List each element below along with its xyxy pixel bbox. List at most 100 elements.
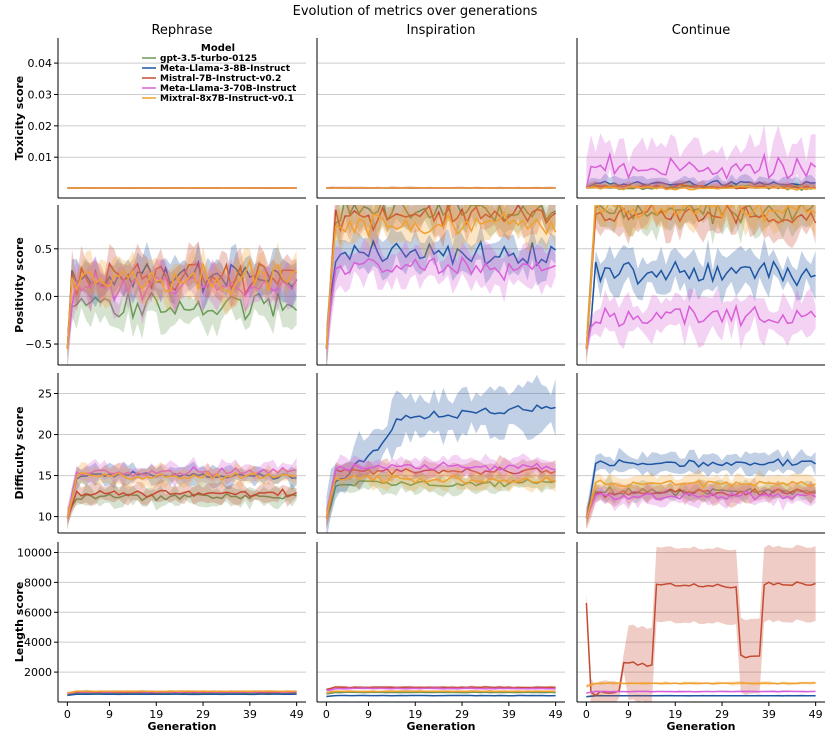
panel-difficulty-rephrase: 10 15 20 25 — [38, 373, 306, 534]
band-Meta-Llama-3-8B-Instruct — [586, 237, 816, 359]
line-gpt-3.5-turbo-0125 — [66, 492, 297, 519]
ytick-label: 15 — [38, 470, 52, 483]
line-gpt-3.5-turbo-0125 — [326, 691, 556, 695]
line-Mixtral-8x7B-Instruct-v0.1 — [326, 690, 556, 694]
xtick-label: 19 — [149, 708, 163, 721]
line-Meta-Llama-3-70B-Instruct — [585, 303, 817, 349]
line-gpt-3.5-turbo-0125 — [585, 205, 814, 349]
line-gpt-3.5-turbo-0125 — [66, 291, 298, 349]
line-Mixtral-8x7B-Instruct-v0.1 — [585, 205, 816, 349]
panel-positivity-inspiration — [316, 205, 565, 366]
band-Mistral-7B-Instruct-v0.2 — [326, 455, 556, 528]
line-Mistral-7B-Instruct-v0.2 — [585, 487, 816, 519]
line-Mistral-7B-Instruct-v0.2 — [585, 581, 816, 697]
band-Mistral-7B-Instruct-v0.2 — [67, 478, 297, 525]
panel-toxicity-rephrase: 0.01 0.02 0.03 0.04 Rephrase — [28, 23, 306, 199]
line-Mistral-7B-Instruct-v0.2 — [325, 205, 557, 349]
line-Meta-Llama-3-70B-Instruct — [585, 490, 816, 519]
line-Meta-Llama-3-70B-Instruct — [586, 690, 816, 694]
panel-length-inspiration: 0 9 19 29 39 49 Generation — [316, 542, 565, 733]
xtick-label: 29 — [455, 708, 469, 721]
band-gpt-3.5-turbo-0125 — [326, 469, 556, 529]
band-Mixtral-8x7B-Instruct-v0.1 — [586, 205, 816, 365]
xtick-label: 49 — [549, 708, 563, 721]
line-Mixtral-8x7B-Instruct-v0.1 — [586, 185, 816, 191]
panel-difficulty-inspiration — [316, 373, 565, 534]
line-Mixtral-8x7B-Instruct-v0.1 — [66, 257, 297, 349]
line-Meta-Llama-3-8B-Instruct — [325, 238, 557, 349]
line-Meta-Llama-3-8B-Instruct — [326, 694, 556, 698]
xtick-label: 9 — [106, 708, 113, 721]
panels: Toxicity score 0.01 0.02 0.03 0.04 Rephrase In… — [13, 23, 825, 733]
line-Meta-Llama-3-70B-Instruct — [326, 687, 556, 692]
ytick-label: 10 — [38, 511, 52, 524]
ytick-label: 6000 — [24, 606, 52, 619]
xlabel: Generation — [406, 720, 475, 733]
xtick-label: 0 — [323, 708, 330, 721]
line-Meta-Llama-3-8B-Instruct — [586, 694, 816, 698]
line-Mixtral-8x7B-Instruct-v0.1 — [325, 474, 556, 519]
xtick-label: 39 — [502, 708, 516, 721]
column-title: Continue — [672, 23, 730, 38]
panel-length-continue: 0 9 19 29 39 49 Generation — [576, 542, 825, 733]
line-Mistral-7B-Instruct-v0.2 — [66, 261, 297, 349]
ylabel-difficulty: Difficulty score — [13, 406, 26, 499]
ytick-label: 4000 — [24, 636, 52, 649]
ytick-label: 0.02 — [28, 120, 53, 133]
xtick-label: 0 — [64, 708, 71, 721]
xtick-label: 19 — [668, 708, 682, 721]
xtick-label: 29 — [715, 708, 729, 721]
legend-entry: Mistral-7B-Instruct-v0.2 — [160, 74, 281, 84]
line-Mixtral-8x7B-Instruct-v0.1 — [586, 682, 816, 687]
legend-entry: Mixtral-8x7B-Instruct-v0.1 — [160, 94, 294, 104]
xtick-label: 9 — [625, 708, 632, 721]
xtick-label: 39 — [762, 708, 776, 721]
ylabel-length: Length score — [13, 582, 26, 663]
xtick-label: 39 — [243, 708, 257, 721]
band-Meta-Llama-3-70B-Instruct — [586, 124, 816, 189]
band-Meta-Llama-3-8B-Instruct — [586, 447, 816, 529]
band-Meta-Llama-3-70B-Instruct — [326, 238, 556, 365]
line-Meta-Llama-3-70B-Instruct — [66, 270, 298, 349]
line-gpt-3.5-turbo-0125 — [325, 205, 556, 349]
ylabel-positivity: Positivity score — [13, 237, 26, 333]
line-Mixtral-8x7B-Instruct-v0.1 — [67, 690, 297, 694]
ylabel-toxicity: Toxicity score — [13, 76, 26, 161]
line-Meta-Llama-3-70B-Instruct — [325, 255, 556, 349]
xlabel: Generation — [666, 720, 735, 733]
band-gpt-3.5-turbo-0125 — [586, 474, 816, 525]
ytick-label: 0.01 — [28, 151, 53, 164]
band-Mixtral-8x7B-Instruct-v0.1 — [326, 465, 556, 529]
ytick-label: 20 — [38, 429, 52, 442]
line-Meta-Llama-3-8B-Instruct — [585, 259, 816, 349]
xlabel: Generation — [147, 720, 216, 733]
panel-difficulty-continue — [576, 373, 825, 534]
ytick-label: 0.04 — [28, 57, 53, 70]
band-Mixtral-8x7B-Instruct-v0.1 — [67, 461, 297, 530]
ytick-label: 25 — [38, 388, 52, 401]
panel-positivity-continue — [576, 205, 825, 366]
band-Mistral-7B-Instruct-v0.2 — [586, 544, 816, 702]
legend: Modelgpt-3.5-turbo-0125Meta-Llama-3-8B-I… — [142, 43, 297, 104]
line-Meta-Llama-3-8B-Instruct — [325, 404, 556, 519]
xtick-label: 9 — [365, 708, 372, 721]
band-Meta-Llama-3-70B-Instruct — [326, 453, 556, 531]
band-Meta-Llama-3-70B-Instruct — [586, 482, 816, 525]
legend-entry: Meta-Llama-3-8B-Instruct — [160, 64, 291, 74]
line-Mistral-7B-Instruct-v0.2 — [325, 466, 556, 519]
band-Meta-Llama-3-70B-Instruct — [67, 456, 297, 531]
line-Meta-Llama-3-8B-Instruct — [67, 693, 297, 697]
ytick-label: 0.0 — [35, 290, 53, 303]
line-Mixtral-8x7B-Instruct-v0.1 — [66, 471, 297, 519]
ytick-label: 0.03 — [28, 88, 53, 101]
legend-title: Model — [201, 43, 235, 54]
column-title: Inspiration — [407, 23, 476, 38]
xtick-label: 19 — [408, 708, 422, 721]
column-title: Rephrase — [151, 23, 212, 38]
ytick-label: 2000 — [24, 666, 52, 679]
ytick-label: 0.5 — [35, 243, 53, 256]
xtick-label: 49 — [290, 708, 304, 721]
ytick-label: −0.5 — [25, 338, 52, 351]
legend-entry: Meta-Llama-3-70B-Instruct — [160, 84, 297, 94]
band-Meta-Llama-3-8B-Instruct — [326, 374, 556, 533]
